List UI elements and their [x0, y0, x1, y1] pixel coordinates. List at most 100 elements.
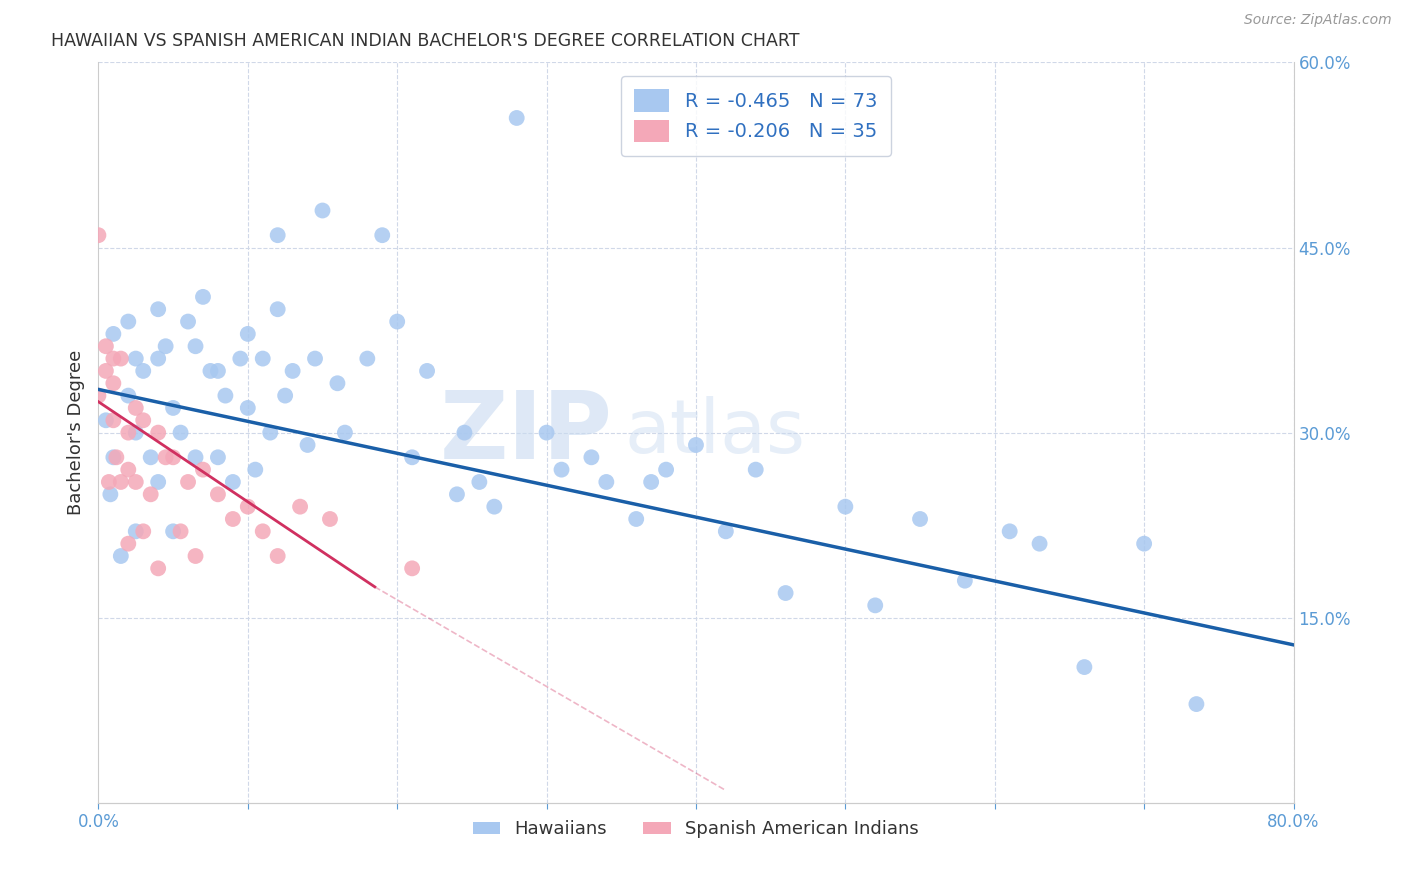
Point: [87, 228, 110, 243]
Point: [155, 450, 177, 465]
Text: atlas: atlas: [624, 396, 806, 469]
Point: [94, 364, 117, 378]
Point: [177, 475, 200, 489]
Point: [326, 376, 349, 391]
Point: [191, 290, 214, 304]
Point: [453, 425, 475, 440]
Point: [139, 450, 162, 465]
Point: [401, 450, 423, 465]
Point: [191, 462, 214, 476]
Point: [148, 302, 170, 317]
Point: [401, 561, 423, 575]
Point: [207, 450, 229, 465]
Point: [110, 475, 132, 489]
Point: [222, 475, 245, 489]
Point: [267, 228, 290, 243]
Point: [125, 524, 148, 539]
Point: [468, 475, 491, 489]
Point: [117, 462, 139, 476]
Point: [536, 425, 558, 440]
Point: [125, 475, 148, 489]
Point: [685, 438, 707, 452]
Point: [103, 351, 125, 366]
Point: [953, 574, 976, 588]
Point: [506, 111, 529, 125]
Point: [333, 425, 356, 440]
Point: [1185, 697, 1208, 711]
Point: [110, 549, 132, 563]
Point: [117, 536, 139, 550]
Point: [484, 500, 506, 514]
Point: [132, 524, 155, 539]
Point: [117, 314, 139, 328]
Point: [200, 364, 222, 378]
Point: [356, 351, 378, 366]
Point: [125, 425, 148, 440]
Point: [169, 524, 191, 539]
Point: [236, 326, 259, 341]
Point: [207, 487, 229, 501]
Point: [655, 462, 678, 476]
Point: [745, 462, 768, 476]
Point: [595, 475, 617, 489]
Point: [222, 512, 245, 526]
Point: [148, 425, 170, 440]
Point: [103, 326, 125, 341]
Point: [236, 500, 259, 514]
Point: [169, 425, 191, 440]
Point: [640, 475, 662, 489]
Point: [281, 364, 304, 378]
Point: [177, 314, 200, 328]
Point: [214, 388, 236, 402]
Text: Source: ZipAtlas.com: Source: ZipAtlas.com: [1244, 13, 1392, 28]
Text: HAWAIIAN VS SPANISH AMERICAN INDIAN BACHELOR'S DEGREE CORRELATION CHART: HAWAIIAN VS SPANISH AMERICAN INDIAN BACH…: [51, 32, 799, 50]
Point: [714, 524, 737, 539]
Point: [103, 413, 125, 427]
Point: [184, 549, 207, 563]
Point: [371, 228, 394, 243]
Point: [288, 500, 311, 514]
Point: [132, 364, 155, 378]
Point: [132, 413, 155, 427]
Point: [259, 425, 281, 440]
Y-axis label: Bachelor's Degree: Bachelor's Degree: [66, 350, 84, 516]
Point: [148, 561, 170, 575]
Point: [245, 462, 267, 476]
Point: [1073, 660, 1095, 674]
Point: [117, 388, 139, 402]
Point: [311, 203, 333, 218]
Point: [229, 351, 252, 366]
Point: [865, 599, 887, 613]
Point: [267, 302, 290, 317]
Point: [1133, 536, 1156, 550]
Point: [252, 351, 274, 366]
Point: [162, 524, 184, 539]
Point: [274, 388, 297, 402]
Point: [98, 487, 122, 501]
Point: [125, 351, 148, 366]
Point: [550, 462, 572, 476]
Legend: Hawaiians, Spanish American Indians: Hawaiians, Spanish American Indians: [465, 814, 927, 846]
Point: [319, 512, 342, 526]
Point: [117, 425, 139, 440]
Point: [1028, 536, 1050, 550]
Point: [162, 401, 184, 415]
Point: [416, 364, 439, 378]
Point: [775, 586, 797, 600]
Point: [184, 339, 207, 353]
Point: [297, 438, 319, 452]
Point: [87, 388, 110, 402]
Point: [97, 475, 120, 489]
Text: ZIP: ZIP: [440, 386, 613, 479]
Point: [162, 450, 184, 465]
Point: [105, 450, 128, 465]
Point: [267, 549, 290, 563]
Point: [834, 500, 856, 514]
Point: [148, 475, 170, 489]
Point: [125, 401, 148, 415]
Point: [446, 487, 468, 501]
Point: [581, 450, 603, 465]
Point: [304, 351, 326, 366]
Point: [139, 487, 162, 501]
Point: [110, 351, 132, 366]
